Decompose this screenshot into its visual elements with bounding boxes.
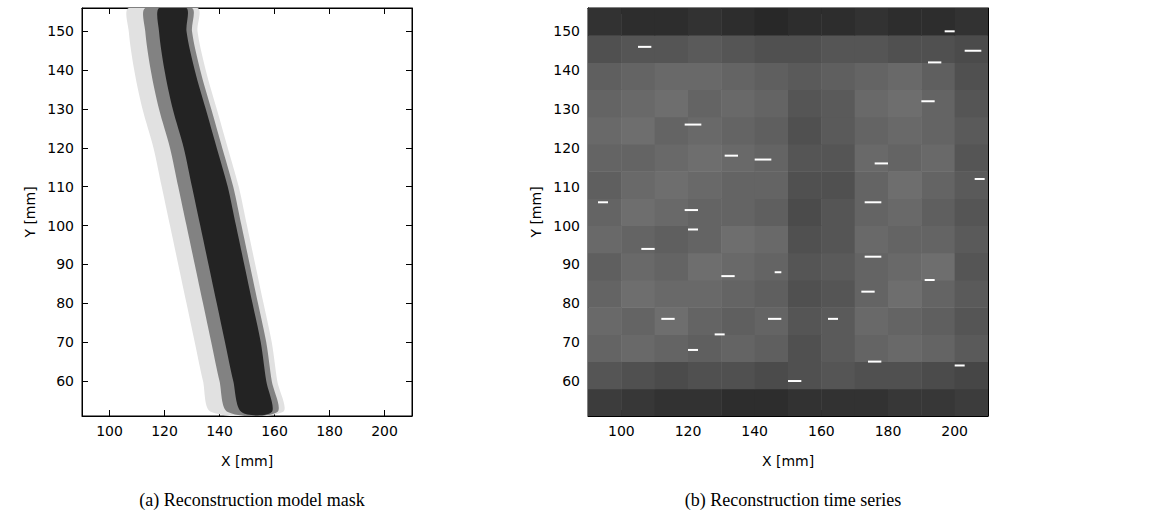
svg-text:100: 100 (553, 218, 580, 234)
svg-text:200: 200 (371, 423, 398, 439)
svg-text:Y [mm]: Y [mm] (528, 186, 544, 238)
svg-text:(a) Reconstruction model mask: (a) Reconstruction model mask (139, 490, 364, 511)
svg-text:140: 140 (47, 62, 74, 78)
svg-text:150: 150 (553, 23, 580, 39)
svg-text:100: 100 (47, 218, 74, 234)
svg-text:90: 90 (562, 256, 580, 272)
svg-text:100: 100 (96, 423, 123, 439)
svg-text:180: 180 (875, 423, 902, 439)
svg-text:120: 120 (675, 423, 702, 439)
svg-text:200: 200 (941, 423, 968, 439)
svg-text:120: 120 (151, 423, 178, 439)
svg-text:100: 100 (608, 423, 635, 439)
svg-text:Y [mm]: Y [mm] (22, 186, 38, 238)
svg-text:180: 180 (316, 423, 343, 439)
svg-text:160: 160 (261, 423, 288, 439)
svg-text:70: 70 (562, 334, 580, 350)
svg-text:130: 130 (47, 101, 74, 117)
svg-text:90: 90 (56, 256, 74, 272)
svg-text:150: 150 (47, 23, 74, 39)
svg-text:80: 80 (56, 295, 74, 311)
svg-text:160: 160 (808, 423, 835, 439)
svg-text:60: 60 (56, 373, 74, 389)
svg-text:60: 60 (562, 373, 580, 389)
svg-text:X [mm]: X [mm] (762, 453, 814, 469)
svg-text:X [mm]: X [mm] (221, 453, 273, 469)
svg-text:130: 130 (553, 101, 580, 117)
svg-text:80: 80 (562, 295, 580, 311)
svg-text:140: 140 (741, 423, 768, 439)
svg-text:70: 70 (56, 334, 74, 350)
svg-text:120: 120 (47, 140, 74, 156)
svg-text:(b) Reconstruction time series: (b) Reconstruction time series (685, 490, 901, 511)
svg-text:110: 110 (47, 179, 74, 195)
svg-text:110: 110 (553, 179, 580, 195)
svg-text:140: 140 (553, 62, 580, 78)
svg-text:140: 140 (206, 423, 233, 439)
svg-text:120: 120 (553, 140, 580, 156)
